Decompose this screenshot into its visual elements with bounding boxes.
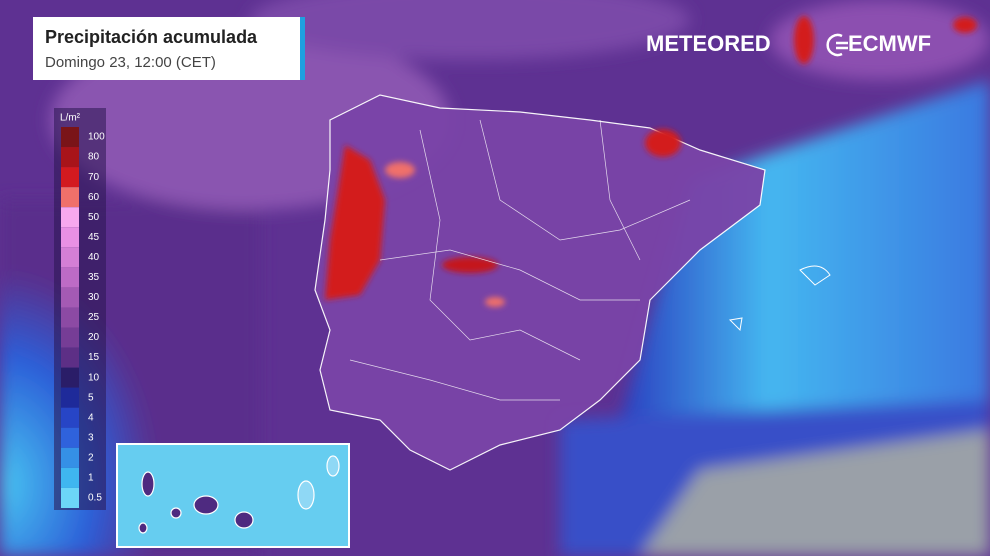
legend-swatch (61, 487, 79, 508)
legend-swatch (61, 327, 79, 348)
legend-label: 50 (88, 212, 100, 223)
legend-swatch (61, 447, 79, 468)
legend-label: 100 (88, 132, 105, 143)
borders (349, 119, 691, 401)
legend-swatch (61, 287, 79, 308)
legend: 100 80 70 60 50 45 40 35 30 25 20 15 10 5 4 3 2 1 0.5 (61, 127, 105, 508)
title-accent (300, 17, 305, 80)
heavy-rain (325, 16, 977, 307)
legend-label: 30 (88, 292, 100, 303)
legend-swatch (61, 147, 79, 168)
legend-label: 5 (88, 392, 94, 403)
legend-label: 2 (88, 453, 94, 464)
islands (728, 265, 831, 332)
legend-swatch (61, 307, 79, 328)
legend-label: 15 (88, 352, 100, 363)
legend-label: 1 (88, 473, 94, 484)
canary-islands (138, 455, 340, 534)
brand-logo: METEORED (646, 31, 771, 56)
title: Precipitación acumulada (45, 27, 258, 47)
source-logo: ECMWF (848, 31, 931, 56)
legend-label: 10 (88, 372, 100, 383)
legend-label: 35 (88, 272, 100, 283)
legend-label: 80 (88, 152, 100, 163)
legend-swatch (61, 227, 79, 248)
legend-swatch (61, 387, 79, 408)
legend-label: 40 (88, 252, 100, 263)
legend-label: 60 (88, 192, 100, 203)
iberia (314, 94, 766, 471)
legend-swatch (61, 187, 79, 208)
legend-swatch (61, 267, 79, 288)
legend-swatch (61, 167, 79, 188)
legend-unit: L/m² (60, 113, 81, 124)
legend-label: 0.5 (88, 493, 102, 504)
legend-swatch (61, 347, 79, 368)
legend-label: 25 (88, 312, 100, 323)
ecmwf-icon (826, 33, 848, 57)
legend-label: 20 (88, 332, 100, 343)
legend-swatch (61, 127, 79, 148)
legend-swatch (61, 427, 79, 448)
legend-swatch (61, 247, 79, 268)
legend-swatch (61, 367, 79, 388)
title-box (33, 17, 305, 80)
legend-swatch (61, 467, 79, 488)
legend-label: 45 (88, 232, 100, 243)
legend-swatch (61, 207, 79, 228)
legend-label: 70 (88, 172, 100, 183)
legend-swatch (61, 407, 79, 428)
legend-label: 4 (88, 412, 94, 423)
legend-label: 3 (88, 432, 94, 443)
subtitle: Domingo 23, 12:00 (CET) (45, 54, 216, 71)
